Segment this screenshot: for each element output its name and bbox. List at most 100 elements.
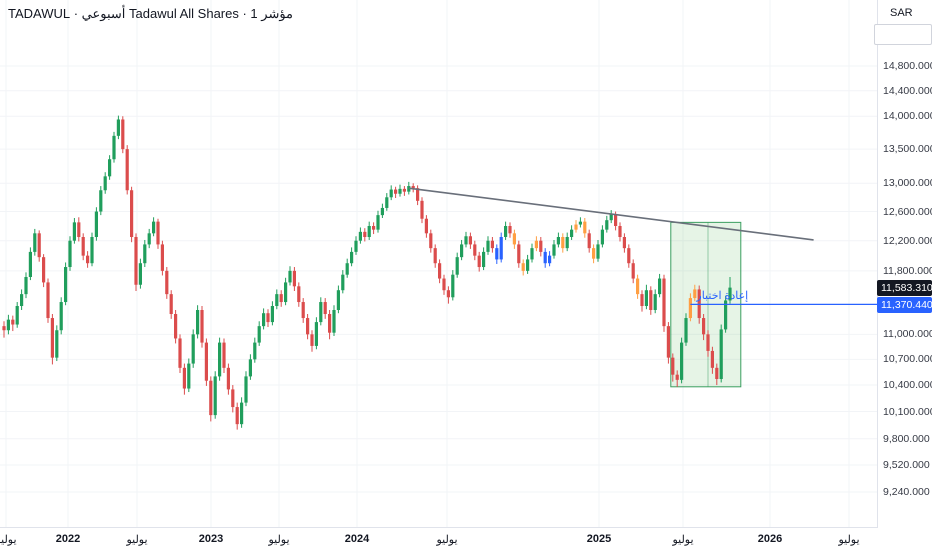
y-axis-label: 9,800.000 <box>883 432 930 445</box>
y-axis-label: 11,000.000 <box>883 328 932 341</box>
candle-body <box>358 231 362 241</box>
candle-body <box>666 326 670 358</box>
time-axis-label: 2025 <box>586 533 612 545</box>
candle-body <box>152 221 156 234</box>
candle-body <box>490 240 494 249</box>
candle-body <box>130 190 134 238</box>
candle-body <box>556 237 560 245</box>
candle-body <box>235 407 239 425</box>
candle-body <box>389 189 393 198</box>
candle-body <box>55 330 59 358</box>
candle-body <box>42 257 46 283</box>
candle-body <box>363 231 367 238</box>
candle-body <box>213 376 217 416</box>
price-axis[interactable]: SAR 11,583.310 11,370.440 14,800.000 14,4… <box>874 0 932 527</box>
plot-area[interactable]: مؤشر Tadawul All Shares · 1 أسبوعي · TAD… <box>0 0 878 528</box>
candle-body <box>24 277 28 295</box>
y-axis-label: 12,200.000 <box>883 234 932 247</box>
candle-body <box>416 188 420 201</box>
candle-body <box>332 310 336 333</box>
candle-body <box>297 286 301 303</box>
candle-body <box>526 259 530 271</box>
time-axis[interactable]: يوليو 2022 يوليو 2023 يوليو 2024 يوليو 2025 يولي… <box>0 528 877 550</box>
time-axis-label: يوليو <box>436 534 458 546</box>
candle-body <box>424 218 428 234</box>
candle-body <box>121 119 125 150</box>
candle-body <box>521 263 525 271</box>
candle-body <box>622 237 626 249</box>
candle-body <box>284 282 288 303</box>
candle-body <box>341 274 345 291</box>
candle-body <box>495 248 499 260</box>
candle-body <box>174 314 178 339</box>
candle-body <box>653 294 657 311</box>
candle-body <box>275 294 279 307</box>
y-axis-label: 10,700.000 <box>883 353 932 366</box>
candle-body <box>609 214 613 221</box>
candle-body <box>499 237 503 260</box>
candle-body <box>292 270 296 287</box>
candle-body <box>2 326 6 331</box>
candle-body <box>125 149 129 191</box>
candle-body <box>464 236 468 245</box>
candle-body <box>724 300 728 330</box>
candle-body <box>28 251 32 278</box>
candle-body <box>187 363 191 389</box>
candle-body <box>231 389 235 408</box>
candle-body <box>64 267 68 303</box>
candle-body <box>477 255 481 268</box>
candle-body <box>160 244 164 271</box>
y-axis-label: 14,000.000 <box>883 110 932 123</box>
candle-body <box>552 244 556 256</box>
candle-body <box>6 319 10 331</box>
candle-body <box>534 240 538 249</box>
candle-body <box>578 221 582 225</box>
candle-body <box>570 229 574 238</box>
y-axis-label: 11,800.000 <box>883 264 932 277</box>
candle-body <box>248 359 252 377</box>
candle-body <box>631 263 635 279</box>
candle-body <box>354 240 358 252</box>
candle-body <box>20 294 24 307</box>
candle-body <box>336 290 340 311</box>
candle-body <box>508 225 512 234</box>
candle-body <box>257 326 261 343</box>
candle-body <box>675 374 679 380</box>
candle-body <box>473 244 477 256</box>
last-price-badge: 11,583.310 <box>877 279 932 296</box>
candle-body <box>583 221 587 234</box>
candle-body <box>486 240 490 252</box>
retest-annotation[interactable]: إعادة اختبار <box>696 290 749 303</box>
candle-body <box>143 244 147 264</box>
candle-body <box>50 318 54 358</box>
price-scale-unit-box[interactable] <box>874 24 932 45</box>
y-axis-label: 13,500.000 <box>883 143 932 156</box>
candle-body <box>618 225 622 238</box>
candle-body <box>86 255 90 264</box>
candle-body <box>411 186 415 189</box>
y-axis-label: 14,800.000 <box>883 60 932 72</box>
time-axis-label: يوليو <box>838 534 860 546</box>
retest-price-badge: 11,370.440 <box>877 297 932 314</box>
candle-body <box>196 310 200 335</box>
symbol-legend[interactable]: مؤشر Tadawul All Shares · 1 أسبوعي · TAD… <box>8 6 294 21</box>
candle-body <box>37 233 41 258</box>
currency-label[interactable]: SAR <box>890 7 913 19</box>
candle-body <box>209 380 213 416</box>
candle-body <box>530 248 534 260</box>
candle-body <box>605 220 609 230</box>
candle-body <box>680 342 684 380</box>
candle-body <box>649 290 653 311</box>
candle-body <box>266 313 270 323</box>
candle-body <box>90 237 94 264</box>
candle-body <box>398 188 402 194</box>
candle-body <box>328 314 332 333</box>
candle-body <box>640 294 644 307</box>
time-axis-label: يوليو <box>268 534 290 546</box>
y-axis-label: 10,100.000 <box>883 405 932 418</box>
time-axis-label: 2023 <box>198 533 224 545</box>
price-chart-canvas[interactable] <box>0 0 877 527</box>
candle-body <box>77 222 81 238</box>
candle-body <box>636 278 640 295</box>
